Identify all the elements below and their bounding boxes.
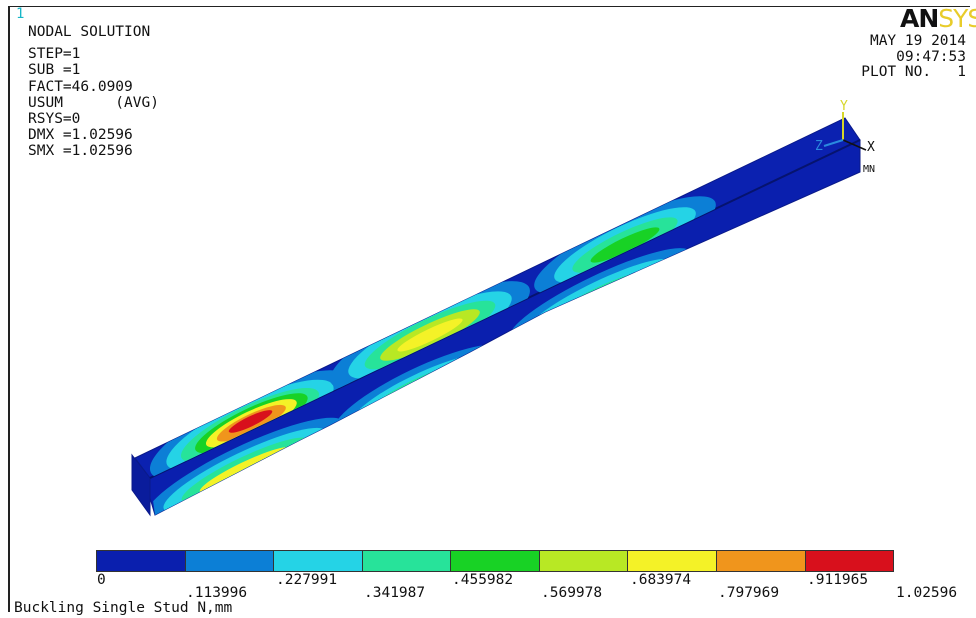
info-line: SUB =1 (28, 62, 81, 79)
contour-legend-bar (96, 550, 894, 572)
legend-label: .911965 (807, 572, 869, 588)
web-contours (150, 248, 691, 515)
legend-label: 1.02596 (896, 585, 958, 601)
plot-time: 09:47:53 (896, 48, 966, 65)
legend-label: .227991 (276, 572, 338, 588)
legend-color-cell (362, 551, 452, 571)
legend-label: .341987 (364, 585, 426, 601)
triad-y-label: Y (840, 99, 848, 114)
triad-x-label: X (867, 140, 875, 155)
legend-label: .683974 (630, 572, 692, 588)
info-line: NODAL SOLUTION (28, 24, 151, 40)
info-line: USUM (AVG) (28, 94, 159, 111)
legend-color-cell (185, 551, 275, 571)
legend-color-cell (539, 551, 629, 571)
legend-label: .797969 (718, 585, 780, 601)
info-line: DMX =1.02596 (28, 127, 133, 144)
legend-label: .455982 (452, 572, 514, 588)
min-marker: MN (863, 164, 875, 175)
date-block: MAY 19 2014 09:47:53 PLOT NO. 1 (861, 33, 966, 81)
info-line: FACT=46.0909 (28, 78, 133, 95)
logo-sys: SYS (938, 4, 976, 33)
window-number: 1 (16, 6, 25, 22)
legend-color-cell (805, 551, 894, 571)
logo-an: AN (900, 4, 939, 33)
legend-label: .113996 (186, 585, 248, 601)
flange-contours (149, 196, 716, 478)
legend-color-cell (274, 551, 363, 571)
legend-label: 0 (97, 572, 106, 588)
legend-color-cell (628, 551, 717, 571)
legend-color-cell (97, 551, 186, 571)
ansys-logo: ANSYS (900, 4, 976, 33)
plot-date: MAY 19 2014 (869, 33, 966, 49)
info-line: STEP=1 (28, 46, 81, 63)
triad-z-label: Z (815, 139, 823, 154)
legend-color-cell (716, 551, 806, 571)
coordinate-triad: Y Z X MN (815, 99, 875, 175)
info-line: SMX =1.02596 (28, 143, 133, 160)
solution-info: NODAL SOLUTION STEP=1 SUB =1 FACT=46.090… (28, 24, 159, 160)
legend-color-cell (451, 551, 540, 571)
plot-number: PLOT NO. 1 (861, 64, 966, 80)
plot-frame (8, 6, 970, 612)
plot-caption: Buckling Single Stud N,mm (14, 600, 233, 616)
legend-label: .569978 (541, 585, 603, 601)
info-line: RSYS=0 (28, 111, 81, 128)
